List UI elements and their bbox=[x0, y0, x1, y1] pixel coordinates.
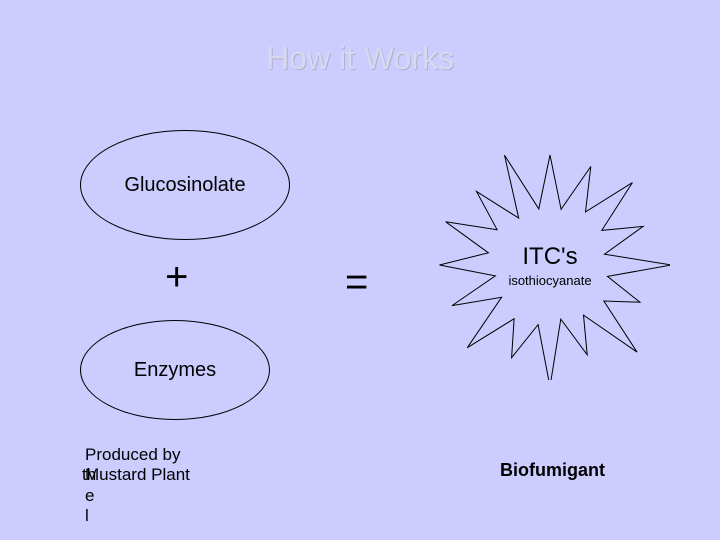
biofumigant-label: Biofumigant bbox=[500, 460, 605, 481]
enzymes-label: Enzymes bbox=[134, 359, 216, 382]
enzymes-ellipse: Enzymes bbox=[80, 320, 270, 420]
glucosinolate-label: Glucosinolate bbox=[124, 174, 245, 197]
itc-starburst: ITC's isothiocyanate bbox=[430, 150, 670, 380]
produced-by-text: Produced bythMustard Plantel bbox=[85, 445, 190, 527]
glucosinolate-ellipse: Glucosinolate bbox=[80, 130, 290, 240]
equals-operator: = bbox=[345, 260, 368, 305]
plus-operator: + bbox=[165, 255, 188, 300]
slide-title: How it Works bbox=[0, 40, 720, 77]
